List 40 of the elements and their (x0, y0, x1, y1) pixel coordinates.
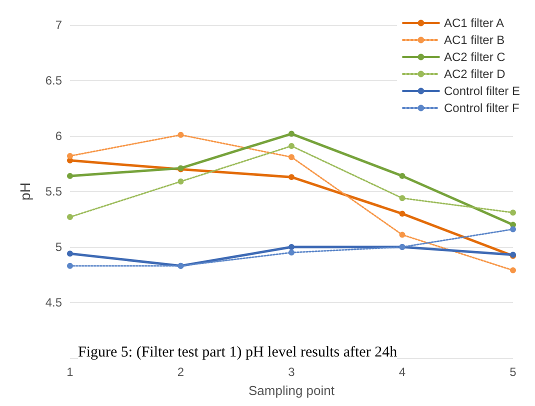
legend-label: AC1 filter B (444, 33, 505, 47)
y-tick-label: 6.5 (45, 74, 62, 88)
y-tick-label: 6 (55, 129, 62, 143)
point (67, 214, 73, 220)
point (288, 130, 294, 137)
point (67, 262, 73, 269)
point (288, 250, 294, 256)
x-tick-label: 2 (177, 365, 184, 379)
point (288, 142, 294, 149)
legend-label: AC1 filter A (444, 16, 504, 30)
legend-label: Control filter E (444, 84, 520, 98)
x-axis-title: Sampling point (248, 383, 335, 398)
legend-label: Control filter F (444, 101, 520, 115)
point (399, 232, 406, 238)
y-tick-label: 4.5 (45, 296, 62, 310)
x-tick-label: 4 (398, 365, 406, 379)
point (67, 250, 73, 257)
point (399, 195, 406, 202)
y-tick-label: 7 (55, 18, 62, 32)
y-tick-label: 5.5 (45, 184, 62, 198)
point (67, 152, 73, 159)
legend-label: AC2 filter C (444, 50, 506, 64)
point (399, 172, 406, 179)
point (510, 226, 516, 232)
point (510, 267, 516, 274)
point (178, 178, 184, 185)
y-axis-title: pH (17, 182, 33, 200)
point (178, 132, 184, 138)
point (399, 210, 406, 217)
point (288, 154, 294, 160)
point (67, 172, 73, 179)
x-tick-label: 1 (66, 365, 74, 379)
point (288, 244, 294, 250)
y-tick-label: 5 (55, 240, 62, 254)
point (288, 174, 294, 180)
legend-label: AC2 filter D (444, 67, 506, 81)
annotation: Figure 5: (Filter test part 1) pH level results after 24h (78, 344, 398, 360)
point (510, 210, 516, 216)
x-tick-label: 5 (510, 365, 517, 379)
x-tick-label: 3 (288, 365, 296, 379)
